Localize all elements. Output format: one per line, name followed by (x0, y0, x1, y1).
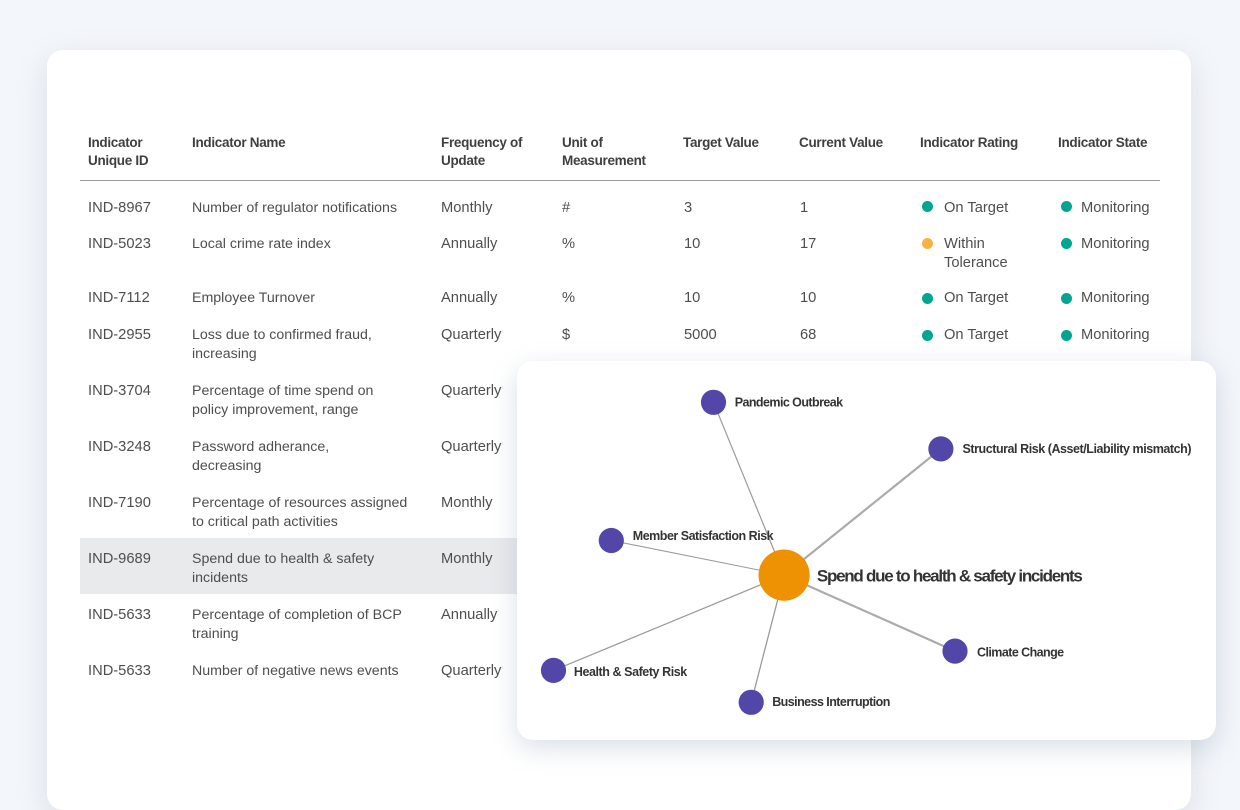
svg-text:Structural Risk (Asset/Liabili: Structural Risk (Asset/Liability mismatc… (963, 442, 1192, 456)
svg-text:Climate Change: Climate Change (977, 645, 1064, 659)
svg-text:Business Interruption: Business Interruption (772, 695, 890, 709)
svg-text:Pandemic Outbreak: Pandemic Outbreak (735, 396, 843, 410)
svg-text:Spend due to health & safety i: Spend due to health & safety incidents (817, 567, 1083, 586)
svg-text:Health & Safety Risk: Health & Safety Risk (574, 665, 687, 679)
svg-text:Member Satisfaction Risk: Member Satisfaction Risk (633, 529, 774, 543)
